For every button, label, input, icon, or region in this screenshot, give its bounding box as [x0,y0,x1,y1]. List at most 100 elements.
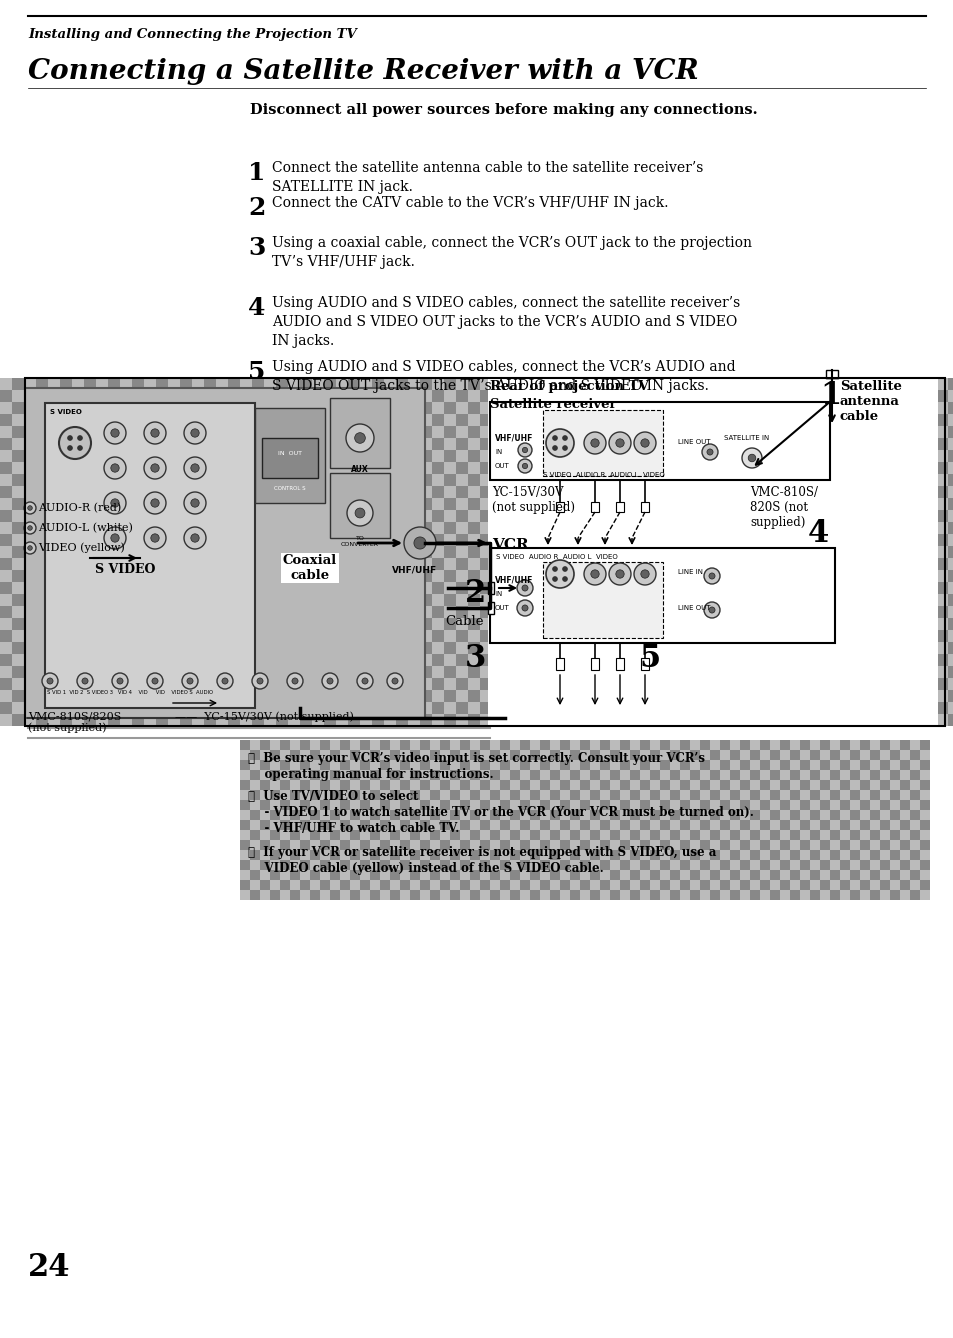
Bar [587,546,599,558]
Bar [359,486,372,498]
Bar [599,450,612,462]
Bar [849,780,859,789]
Bar [432,618,443,630]
Bar [689,850,700,860]
Text: AUDIO-L (white): AUDIO-L (white) [38,523,132,533]
Bar [563,534,576,546]
Text: Using AUDIO and S VIDEO cables, connect the satellite receiver’s
AUDIO and S VID: Using AUDIO and S VIDEO cables, connect … [272,296,740,348]
Bar [527,618,539,630]
Bar [359,438,372,450]
Bar [12,498,24,510]
Bar [923,522,935,534]
Bar [616,658,623,670]
Bar [749,769,760,780]
Bar [240,594,252,606]
Bar [456,690,468,702]
Bar [789,769,800,780]
Bar [840,522,851,534]
Bar [720,678,731,690]
Bar [319,830,330,840]
Bar [84,594,96,606]
Bar [780,751,789,760]
Bar [312,534,324,546]
Bar [144,438,156,450]
Bar [552,606,563,618]
Bar [919,850,929,860]
Bar [450,800,459,809]
Bar [335,462,348,474]
Bar [649,800,659,809]
Bar [359,840,370,850]
Bar [470,820,479,830]
Bar [12,558,24,570]
Bar [689,890,700,900]
Bar [408,438,419,450]
Bar [180,389,192,401]
Bar [875,462,887,474]
Bar [84,522,96,534]
Bar [299,666,312,678]
Bar [696,498,707,510]
Bar [612,438,623,450]
Bar [947,594,953,606]
Circle shape [252,673,268,689]
Bar [372,642,384,654]
Bar [350,870,359,880]
Bar [419,870,430,880]
Bar [579,840,589,850]
Bar [192,413,204,425]
Bar [312,702,324,714]
Bar [587,510,599,522]
Bar [71,522,84,534]
Bar [780,870,789,880]
Bar [623,618,636,630]
Bar [252,425,264,438]
Bar [96,630,108,642]
Bar [350,860,359,870]
Bar [395,642,408,654]
Bar [599,740,609,751]
Bar [390,800,399,809]
Bar [791,594,803,606]
Bar [330,740,339,751]
Bar [60,389,71,401]
Bar [96,594,108,606]
Bar [84,642,96,654]
Bar [12,570,24,582]
Bar [683,678,696,690]
Bar [324,546,335,558]
Bar [384,678,395,690]
Bar [579,780,589,789]
Bar [156,546,168,558]
Bar [840,630,851,642]
Bar [432,534,443,546]
Bar [899,890,909,900]
Bar [36,558,48,570]
Bar [729,809,740,820]
Bar [168,702,180,714]
Bar [731,413,743,425]
Bar [450,769,459,780]
Bar [319,740,330,751]
Bar [264,510,275,522]
Bar [827,401,840,413]
Bar [228,678,240,690]
Bar [559,740,569,751]
Text: S VID 1  VID 2  S VIDEO 3   VID 4    VID     VID    VIDEO S  AUDIO: S VID 1 VID 2 S VIDEO 3 VID 4 VID VID VI… [47,690,213,694]
Bar [851,714,863,727]
Bar [563,522,576,534]
Circle shape [191,428,199,438]
Bar [875,389,887,401]
Circle shape [77,446,82,451]
Bar [456,462,468,474]
Bar [108,401,120,413]
Bar [372,498,384,510]
Bar [395,486,408,498]
Bar [443,714,456,727]
Bar [707,714,720,727]
Bar [432,654,443,666]
Bar [769,740,780,751]
Bar [530,860,539,870]
Bar [479,546,492,558]
Bar [275,438,288,450]
